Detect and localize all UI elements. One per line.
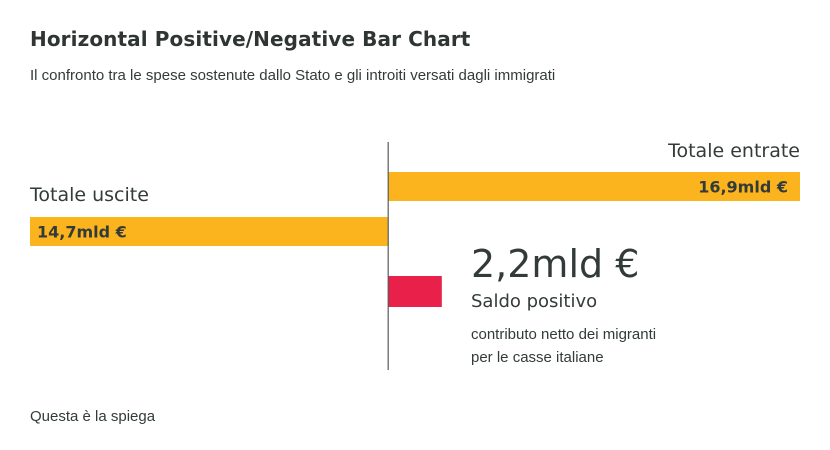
chart-title: Horizontal Positive/Negative Bar Chart — [30, 27, 471, 51]
bar-saldo-positivo — [388, 276, 442, 307]
category-label-totale-uscite: Totale uscite — [29, 184, 149, 206]
value-label-totale-uscite: 14,7mld € — [37, 223, 127, 242]
balance-value: 2,2mld € — [471, 242, 639, 286]
balance-description-line: contributo netto dei migranti — [471, 326, 656, 343]
value-label-totale-entrate: 16,9mld € — [698, 178, 788, 197]
balance-description-line: per le casse italiane — [471, 349, 604, 366]
balance-label: Saldo positivo — [471, 291, 597, 312]
footnote: Questa è la spiega — [30, 408, 156, 425]
chart-subtitle: Il confronto tra le spese sostenute dall… — [30, 67, 556, 84]
category-label-totale-entrate: Totale entrate — [667, 140, 800, 162]
bar-totale-entrate — [388, 172, 800, 201]
bar-totale-uscite — [30, 217, 389, 246]
